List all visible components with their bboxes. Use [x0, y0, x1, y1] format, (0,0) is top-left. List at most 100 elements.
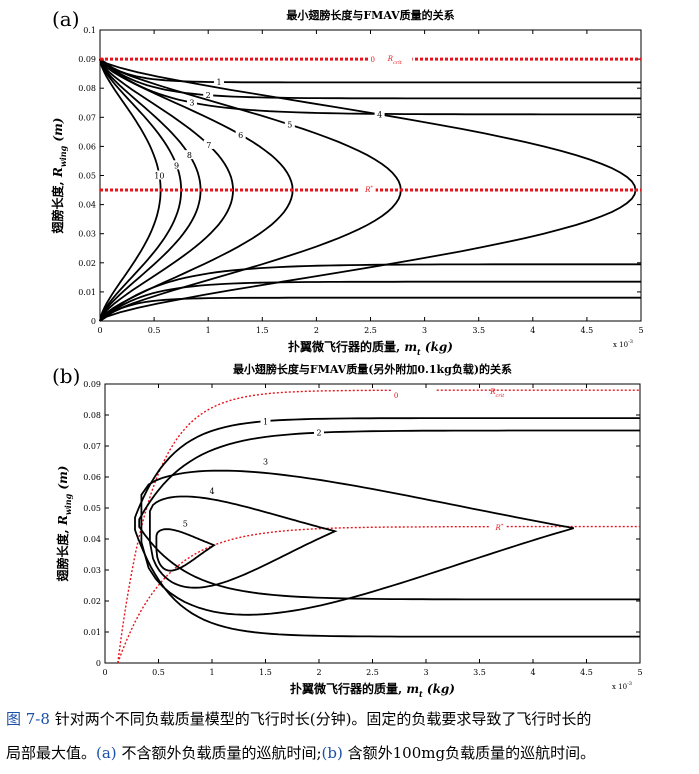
x-tick-label: 4.5 — [580, 668, 593, 677]
contour-label-bg — [207, 485, 217, 495]
caption-part-b-text: 含额外100mg负载质量的巡航时间。 — [347, 744, 596, 762]
panel-label: (a) — [52, 7, 80, 31]
contour-label: 2 — [206, 91, 211, 100]
panel-label: (b) — [52, 364, 80, 388]
contour-label: 3 — [263, 458, 268, 467]
x-tick-label: 1 — [209, 668, 214, 677]
y-tick-label: 0.01 — [78, 288, 96, 297]
x-tick-label: 4 — [530, 326, 535, 335]
y-axis-label-symbol: R — [56, 515, 70, 526]
contour-line-2 — [138, 429, 640, 601]
x-tick-label: 0.5 — [152, 668, 165, 677]
x-multiplier-label: x 10-3 — [612, 681, 632, 691]
x-tick-label: 4.5 — [581, 326, 594, 335]
contour-label-bg — [314, 427, 324, 437]
contour-line-3 — [140, 469, 574, 616]
x-axis-label-main: 扑翼微飞行器的质量, — [290, 681, 406, 696]
contour-label: 6 — [238, 131, 243, 140]
x-tick-label: 2 — [316, 668, 321, 677]
contour-label: 7 — [206, 141, 211, 150]
x-tick-label: 2.5 — [366, 668, 379, 677]
caption-part-b-label: (b) — [321, 744, 343, 762]
y-tick-label: 0.07 — [83, 442, 101, 451]
figure-caption-line1: 图 7-8 针对两个不同负载质量模型的飞行时长(分钟)。固定的负载要求导致了飞行… — [6, 702, 696, 736]
x-tick-label: 1 — [206, 326, 211, 335]
y-tick-label: 0.09 — [78, 55, 96, 64]
x-multiplier-base: x 10 — [612, 683, 627, 691]
y-axis-label-sub: wing — [58, 145, 68, 167]
y-tick-label: 0.03 — [83, 566, 101, 575]
contour-label: 1 — [263, 417, 268, 426]
y-axis-label-sub: wing — [63, 493, 73, 515]
x-tick-label: 3 — [423, 668, 428, 677]
rcrit-label-sub: crit — [495, 393, 505, 399]
contour-label-bg — [154, 170, 165, 180]
y-axis-label-unit: (m) — [56, 466, 70, 494]
rcrit-label-main: R — [387, 55, 394, 63]
rcrit-label-sub: crit — [393, 60, 403, 66]
contour-label: 2 — [316, 429, 321, 438]
contour-label-bg — [184, 150, 195, 160]
contour-label-bg — [235, 129, 246, 139]
y-tick-label: 0.02 — [78, 259, 96, 268]
reference-curve-rstar — [117, 525, 640, 664]
contour-line-3-lower — [99, 263, 641, 322]
caption-figure-label: 图 7-8 — [6, 710, 50, 728]
x-tick-label: 4 — [530, 668, 535, 677]
y-tick-label: 0 — [96, 659, 101, 668]
rcrit-label: Rcrit — [387, 55, 403, 66]
contour-label-bg — [374, 109, 385, 119]
y-tick-label: 0.1 — [83, 26, 96, 35]
x-tick-label: 1.5 — [256, 326, 269, 335]
y-tick-label: 0.04 — [83, 535, 101, 544]
contour-line-1-upper — [99, 58, 641, 84]
chart-b-axes: 0 0.5 1 1.5 2 2.5 3 3.5 4 4.5 5 0 0.01 0.02 0.03 0.04 0.… — [52, 362, 643, 699]
x-multiplier-base: x 10 — [613, 341, 628, 349]
x-tick-label: 1.5 — [259, 668, 272, 677]
y-axis-label-symbol: R — [51, 167, 65, 178]
y-axis-label-unit: (m) — [51, 118, 65, 146]
contour-label: 3 — [189, 99, 194, 108]
x-axis-label-symbol: m — [404, 340, 417, 354]
caption-part-a-label: (a) — [96, 744, 117, 762]
contour-label-bg — [171, 160, 182, 170]
y-tick-label: 0.07 — [78, 113, 96, 122]
x-tick-label: 2.5 — [364, 326, 377, 335]
y-tick-label: 0.08 — [78, 84, 96, 93]
chart-title: 最小翅膀长度与FMAV质量的关系 — [286, 8, 454, 22]
y-tick-label: 0.06 — [83, 473, 101, 482]
x-tick-label: 0.5 — [148, 326, 161, 335]
rstar-label: R* — [495, 523, 504, 532]
contour-line-1 — [134, 417, 640, 638]
contour-label-bg — [214, 77, 225, 87]
contour-label-bg — [180, 518, 191, 528]
rcrit-label-bg — [368, 53, 413, 65]
chart-a-axes: 0 0.5 1 1.5 2 2.5 3 3.5 4 4.5 5 0 0.01 0.02 0.03 0.04 0.… — [50, 7, 644, 357]
x-axis-label-sub: t — [419, 689, 423, 699]
chart-title: 最小翅膀长度与FMAV质量(另外附加0.1kg负载)的关系 — [233, 362, 512, 376]
rstar-label-sup: * — [370, 185, 373, 191]
x-axis-label-unit: (kg) — [421, 340, 453, 354]
contour-line-4 — [149, 495, 338, 589]
x-axis-label-sub: t — [417, 347, 421, 357]
y-tick-label: 0.05 — [78, 172, 96, 181]
figure-charts: 0 0.5 1 1.5 2 2.5 3 3.5 4 4.5 5 0 0.01 0.02 0.03 0.04 0.… — [50, 7, 644, 699]
y-tick-label: 0 — [91, 317, 96, 326]
contour-label: 5 — [183, 520, 188, 529]
y-tick-label: 0.06 — [78, 142, 96, 151]
contour-label: 5 — [287, 121, 292, 130]
y-tick-label: 0.04 — [78, 201, 96, 210]
y-tick-label: 0.01 — [83, 628, 101, 637]
y-tick-label: 0.05 — [83, 504, 101, 513]
x-tick-label: 3.5 — [473, 668, 486, 677]
x-tick-label: 5 — [638, 326, 643, 335]
contour-line-7 — [99, 58, 235, 322]
x-tick-label: 0 — [102, 668, 107, 677]
contour-label-bg — [284, 119, 295, 129]
y-axis-label-main: 翅膀长度, — [50, 177, 65, 234]
chart-a-frame — [99, 29, 642, 322]
rcrit-value-label: 0 — [394, 392, 398, 400]
x-tick-label: 0 — [97, 326, 102, 335]
contour-label: 9 — [174, 161, 179, 170]
x-tick-label: 2 — [314, 326, 319, 335]
